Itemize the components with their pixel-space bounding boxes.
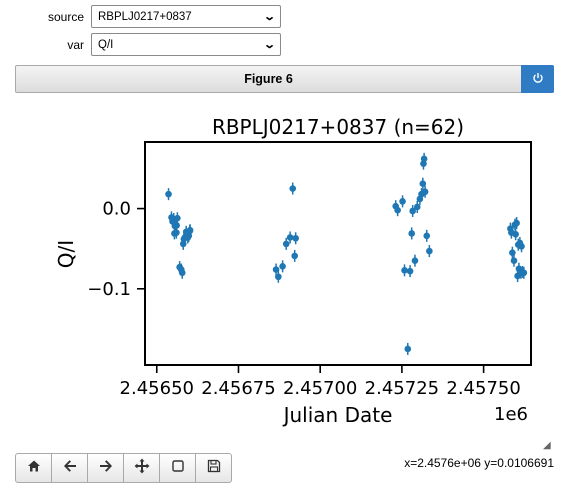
data-point (408, 230, 416, 237)
data-point (420, 155, 428, 163)
save-icon (207, 459, 221, 478)
power-icon (532, 72, 544, 87)
chevron-down-icon: ⌄ (262, 11, 276, 23)
zoom-rect-icon (171, 459, 185, 478)
data-point (513, 219, 520, 227)
data-point (292, 234, 299, 242)
pan-button[interactable] (123, 453, 160, 483)
data-point (186, 226, 194, 234)
source-label: source (47, 9, 84, 24)
source-select[interactable]: RBPLJ0217+0837 ⌄ (91, 5, 281, 28)
data-point (512, 230, 519, 238)
plot-canvas[interactable]: RBPLJ0217+0837 (n=62) 2.45650 2.45675 2.45… (0, 96, 580, 436)
y-axis-label: Q/I (54, 240, 78, 268)
forward-button[interactable] (87, 453, 124, 483)
data-point (282, 240, 290, 248)
data-point (401, 267, 408, 274)
data-point (426, 247, 433, 255)
y-axis: 0.0 −0.1 (87, 199, 145, 300)
back-button[interactable] (51, 453, 88, 483)
var-select[interactable]: Q/I ⌄ (91, 33, 281, 56)
data-point (419, 180, 427, 188)
var-value: Q/I (98, 38, 114, 51)
zoom-rect-button[interactable] (159, 453, 196, 483)
x-tick-label: 2.45750 (446, 378, 520, 399)
data-point (289, 185, 297, 192)
data-point (520, 269, 528, 277)
source-value: RBPLJ0217+0837 (98, 10, 192, 23)
data-point (510, 257, 518, 265)
save-button[interactable] (195, 453, 232, 483)
y-tick-label: 0.0 (102, 199, 131, 220)
x-axis: 2.45650 2.45675 2.45700 2.45725 2.45750 (120, 365, 521, 399)
data-point (406, 267, 414, 275)
pan-icon (134, 458, 150, 479)
x-tick-label: 2.45700 (283, 378, 357, 399)
var-label: var (67, 37, 84, 52)
data-point (279, 263, 286, 270)
toolbar (15, 453, 232, 483)
data-point (174, 214, 181, 222)
x-offset-label: 1e6 (494, 404, 528, 425)
plot-frame (144, 141, 532, 366)
data-point (409, 207, 416, 215)
x-tick-label: 2.45650 (120, 378, 194, 399)
chevron-down-icon: ⌄ (262, 39, 276, 51)
x-axis-label: Julian Date (282, 403, 393, 427)
x-tick-label: 2.45725 (365, 378, 439, 399)
data-point (291, 252, 298, 260)
chart-title: RBPLJ0217+0837 (n=62) (212, 115, 464, 139)
var-row: var Q/I ⌄ (0, 33, 281, 56)
data-point (165, 190, 172, 198)
figure-title: Figure 6 (244, 72, 293, 86)
data-point (399, 198, 406, 205)
scatter-series (165, 152, 528, 355)
home-icon (27, 459, 41, 478)
data-point (411, 257, 419, 265)
resize-handle-icon[interactable]: ◢ (543, 440, 551, 451)
figure-header: Figure 6 (15, 65, 554, 93)
data-point (394, 206, 401, 214)
data-point (413, 203, 421, 211)
data-point (423, 232, 431, 240)
forward-arrow-icon (99, 459, 113, 478)
data-point (509, 249, 516, 256)
back-arrow-icon (63, 459, 77, 478)
home-button[interactable] (15, 453, 52, 483)
data-point (518, 242, 525, 250)
data-point (421, 188, 429, 196)
y-tick-label: −0.1 (87, 279, 131, 300)
close-figure-button[interactable] (521, 65, 554, 93)
data-point (173, 229, 180, 236)
data-point (286, 234, 294, 241)
x-tick-label: 2.45675 (201, 378, 275, 399)
cursor-coordinates: x=2.4576e+06 y=0.0106691 (404, 456, 554, 470)
data-point (178, 269, 186, 277)
data-point (173, 222, 181, 229)
source-row: source RBPLJ0217+0837 ⌄ (0, 5, 281, 28)
data-point (404, 345, 412, 353)
data-point (275, 273, 282, 281)
